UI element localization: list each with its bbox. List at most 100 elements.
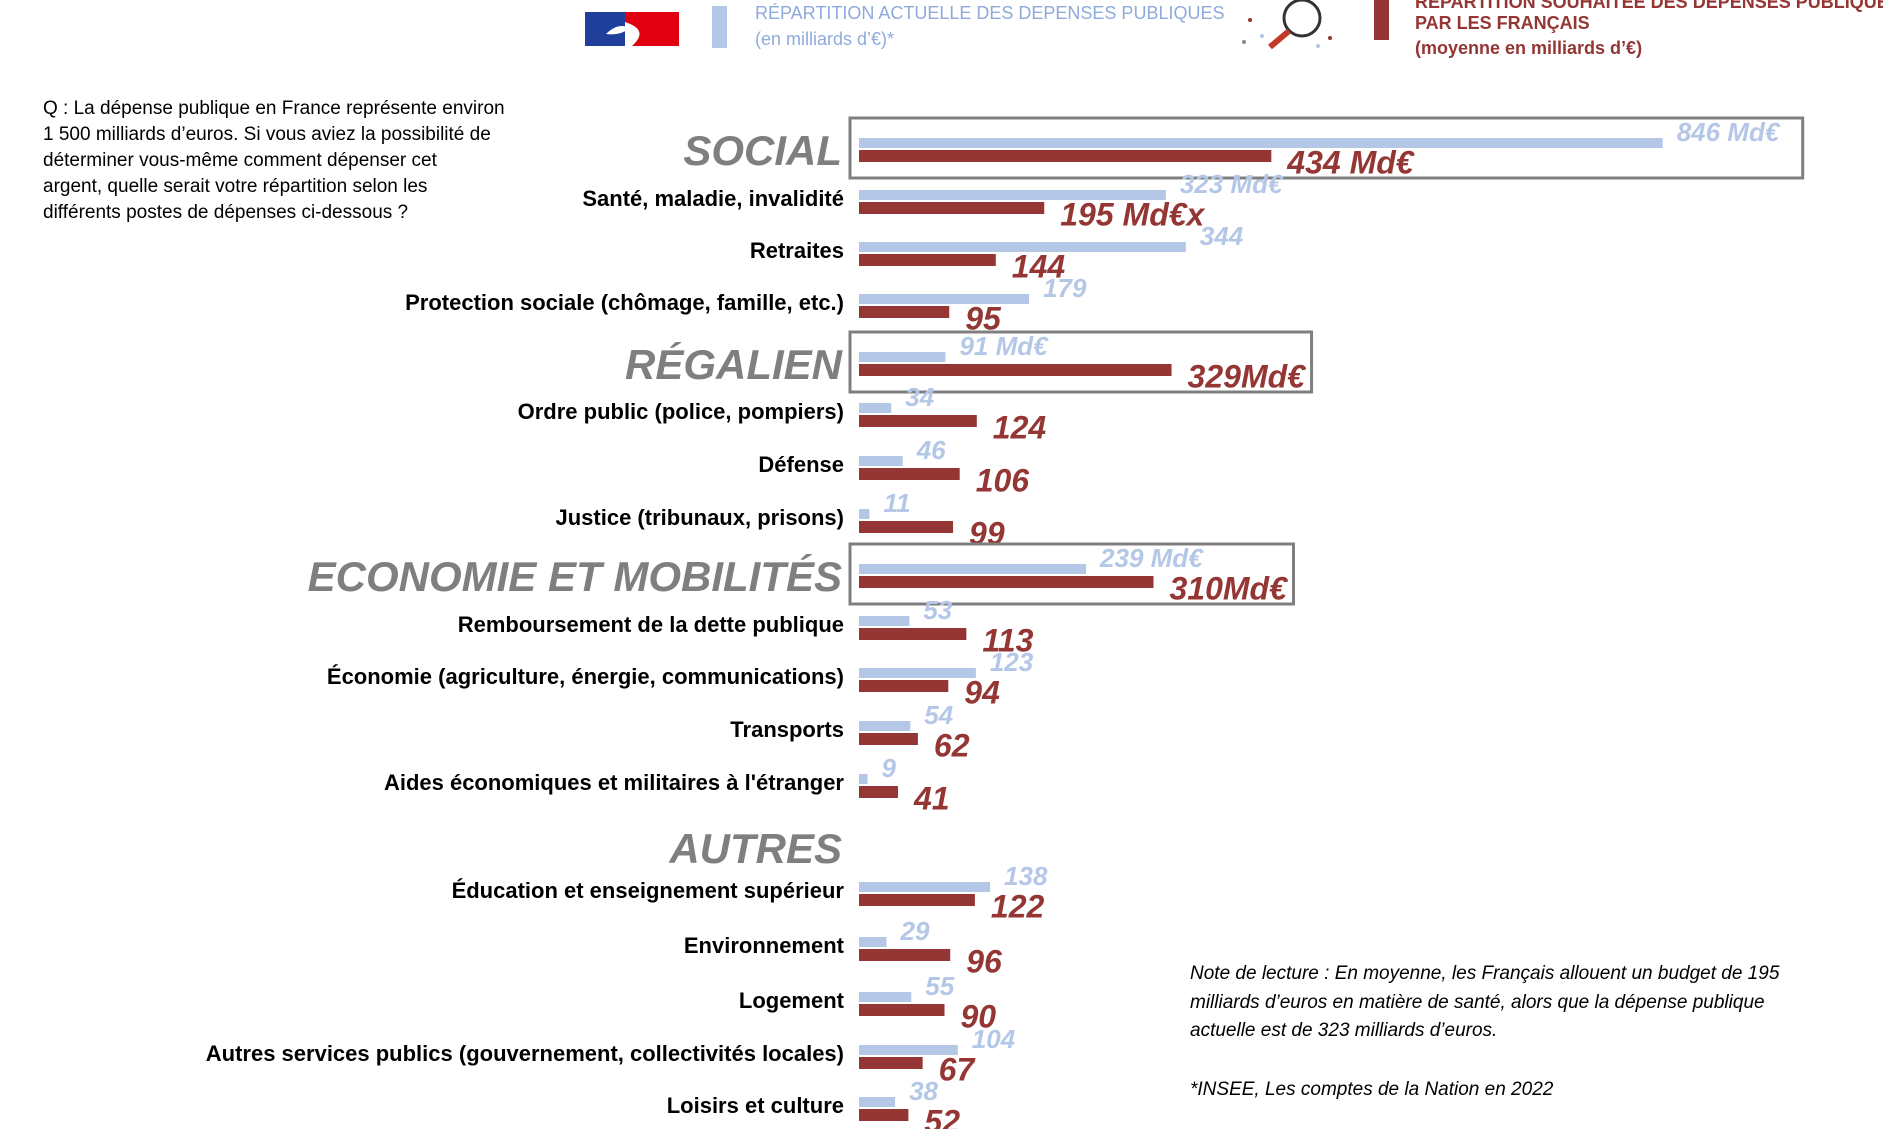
bar [859,202,1045,214]
bar [859,1057,923,1069]
bar [859,733,918,745]
value-label: 29 [900,916,930,946]
legend-label: RÉPARTITION SOUHAITÉE DES DÉPENSES PUBLI… [1415,0,1883,12]
group-box [848,330,1314,394]
bar [859,949,951,961]
bar [859,576,1154,588]
bar [859,668,976,678]
value-label: 310Md€ [1170,570,1289,606]
bar [859,468,960,480]
bar [859,786,898,798]
category-label: Remboursement de la dette publique [458,612,844,637]
category-label: Environnement [684,933,845,958]
value-label: 138 [1004,861,1048,891]
value-label: 99 [969,515,1005,551]
bar [859,364,1172,376]
value-label: 106 [976,462,1030,498]
magnifier-icon [1242,0,1332,50]
question-text: déterminer vous-même comment dépenser ce… [43,150,438,171]
category-label: Loisirs et culture [667,1093,844,1118]
category-label: Économie (agriculture, énergie, communic… [327,664,844,689]
bar [859,509,870,519]
value-label: 94 [964,674,1000,710]
value-label: 62 [934,727,970,763]
bar [859,456,903,466]
category-label: Défense [758,452,844,477]
value-label: 144 [1012,248,1066,284]
value-label: 344 [1200,221,1244,251]
value-label: 195 Md€x [1060,196,1205,232]
value-label: 9 [882,753,897,783]
question-text: différents postes de dépenses ci-dessous… [43,202,408,223]
note-text: milliards d’euros en matière de santé, a… [1190,992,1765,1013]
value-label: 90 [961,998,997,1034]
value-label: 46 [916,435,946,465]
category-label: Protection sociale (chômage, famille, et… [405,290,844,315]
bar [859,628,967,640]
bar [859,1097,896,1107]
value-label: 96 [966,943,1002,979]
bar [859,403,892,413]
bar [859,352,946,362]
value-label: 104 [972,1024,1016,1054]
question-text: Q : La dépense publique en France représ… [43,98,505,119]
bar [859,937,887,947]
category-label: Retraites [750,238,844,263]
bar [859,242,1186,252]
value-label: 95 [965,300,1002,336]
category-label: Aides économiques et militaires à l'étra… [384,770,844,795]
legend-label: (en milliards d’€)* [755,29,894,49]
note-text: Note de lecture : En moyenne, les França… [1190,963,1780,984]
bar [859,306,950,318]
value-label: 67 [939,1051,977,1087]
value-label: 239 Md€ [1099,543,1204,573]
value-label: 124 [993,409,1047,445]
value-label: 434 Md€ [1286,144,1414,180]
bar [859,294,1030,304]
legend-label: PAR LES FRANÇAIS [1415,13,1590,33]
value-label: 41 [913,780,950,816]
value-label: 122 [991,888,1045,924]
bar [859,721,911,731]
value-label: 329Md€ [1188,358,1307,394]
bar [859,150,1272,162]
bar [859,616,910,626]
bar [859,254,996,266]
question-text: argent, quelle serait votre répartition … [43,176,427,197]
value-label: 846 Md€ [1677,117,1781,147]
bar [859,882,991,892]
group-box [848,116,1805,180]
category-label: Justice (tribunaux, prisons) [556,505,845,530]
bar [859,521,954,533]
group-header: RÉGALIEN [625,341,844,388]
value-label: 38 [909,1076,938,1106]
group-header: AUTRES [668,825,842,872]
value-label: 55 [925,971,954,1001]
category-label: Transports [730,717,844,742]
bar [859,190,1166,200]
value-label: 54 [924,700,953,730]
bar [859,1109,909,1121]
value-label: 52 [924,1103,960,1129]
bar [859,1045,958,1055]
note-text: *INSEE, Les comptes de la Nation en 2022 [1190,1079,1554,1100]
flag-logo [585,12,679,46]
category-label: Logement [739,988,845,1013]
value-label: 91 Md€ [959,331,1049,361]
value-label: 34 [905,382,934,412]
bar [859,992,912,1002]
category-label: Santé, maladie, invalidité [582,186,844,211]
bar [859,415,977,427]
value-label: 11 [883,488,910,518]
group-header: ECONOMIE ET MOBILITÉS [308,553,842,600]
category-label: Autres services publics (gouvernement, c… [206,1041,844,1066]
legend-swatch [1374,0,1389,40]
legend-label: (moyenne en milliards d’€) [1415,38,1642,58]
bar [859,1004,945,1016]
value-label: 179 [1043,273,1087,303]
note-text: actuelle est de 323 milliards d’euros. [1190,1020,1497,1041]
legend-label: RÉPARTITION ACTUELLE DES DEPENSES PUBLIQ… [755,3,1224,23]
value-label: 53 [923,595,952,625]
